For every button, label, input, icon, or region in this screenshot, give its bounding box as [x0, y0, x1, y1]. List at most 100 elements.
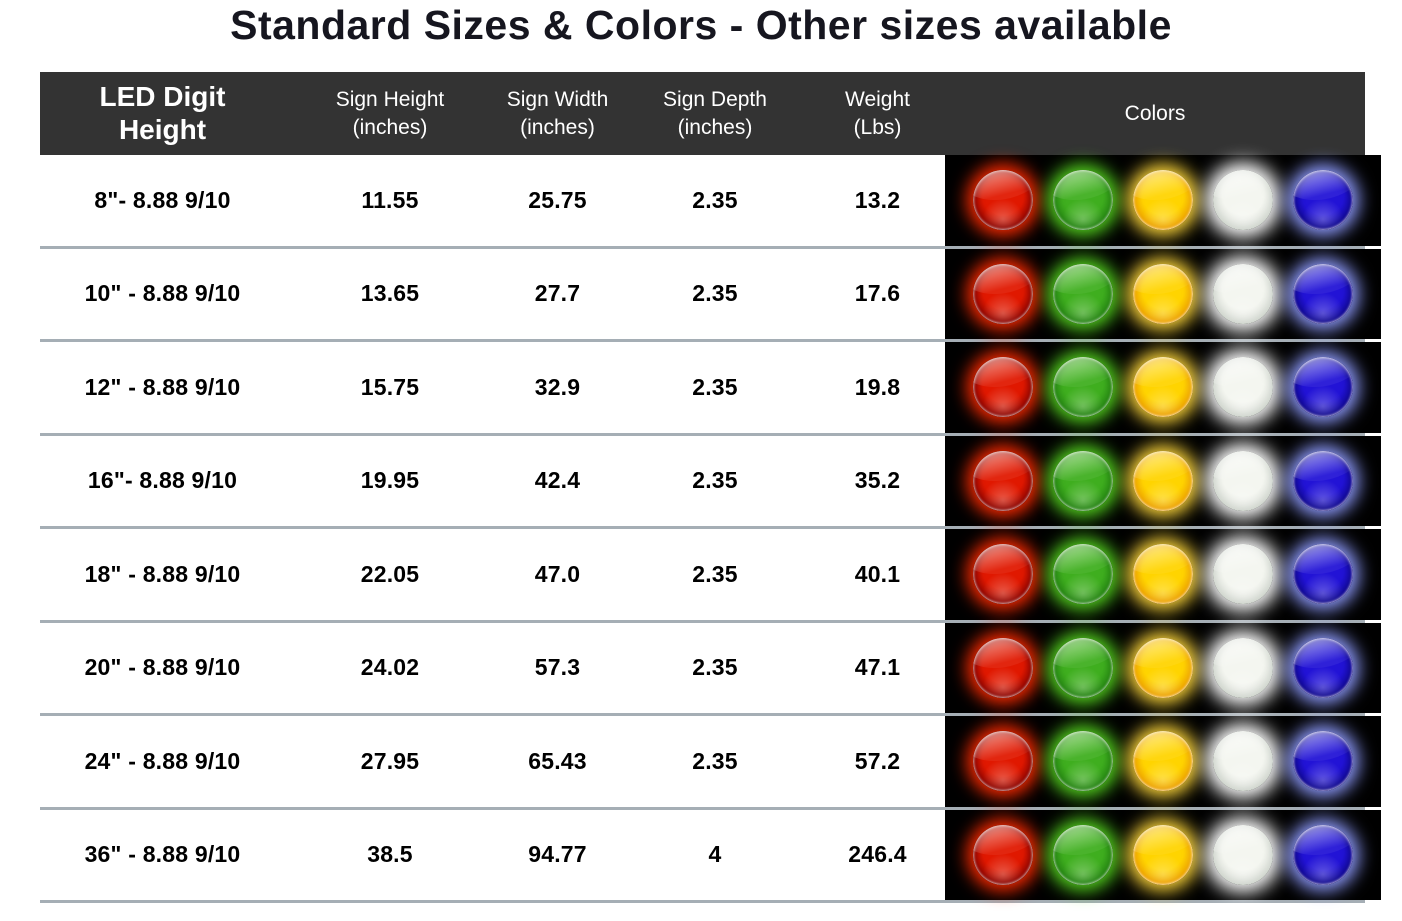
led-digit-height-cell: 36" - 8.88 9/10	[84, 841, 241, 868]
sign-height-cell: 11.55	[361, 186, 419, 213]
sign-depth-cell: 2.35	[692, 467, 738, 494]
led-digit-height-cell: 8"- 8.88 9/10	[94, 186, 231, 213]
sign-width-cell: 47.0	[534, 560, 581, 587]
led-color-green-icon	[1053, 357, 1113, 418]
led-color-blue-icon	[1293, 263, 1353, 324]
led-color-green-icon	[1053, 637, 1113, 698]
led-color-blue-icon	[1293, 824, 1353, 885]
led-color-red-icon	[973, 170, 1033, 231]
weight-cell: 13.2	[854, 186, 901, 213]
weight-cell: 40.1	[854, 560, 901, 587]
led-color-white-icon	[1213, 357, 1273, 418]
led-color-yellow-icon	[1133, 731, 1193, 792]
led-color-yellow-icon	[1133, 824, 1193, 885]
header-unit: (inches)	[352, 115, 428, 139]
sign-depth-cell: 2.35	[692, 654, 738, 681]
led-color-white-icon	[1213, 824, 1273, 885]
sign-height-cell: 38.5	[367, 841, 413, 868]
header-cell-led-digit-height: LED Digit Height	[40, 72, 285, 155]
header-cell-sign-height: Sign Height (inches)	[285, 72, 495, 155]
sign-width-cell: 94.77	[528, 841, 587, 868]
colors-cell	[945, 248, 1381, 339]
sign-height-cell: 19.95	[360, 467, 420, 494]
led-color-white-icon	[1213, 263, 1273, 324]
table-row: 20" - 8.88 9/10 24.02 57.3 2.35 47.1	[40, 619, 1381, 713]
led-color-blue-icon	[1293, 637, 1353, 698]
sizes-table: LED Digit Height Sign Height (inches) Si…	[40, 72, 1381, 903]
sign-height-cell: 22.05	[360, 560, 420, 587]
led-color-blue-icon	[1293, 544, 1353, 605]
led-color-yellow-icon	[1133, 263, 1193, 324]
header-label: Sign Width	[506, 88, 609, 112]
led-color-red-icon	[973, 263, 1033, 324]
colors-cell	[945, 716, 1381, 807]
led-color-yellow-icon	[1133, 170, 1193, 231]
colors-cell	[945, 342, 1381, 433]
header-label: Weight	[845, 88, 910, 112]
table-row: 18" - 8.88 9/10 22.05 47.0 2.35 40.1	[40, 526, 1381, 620]
led-color-red-icon	[973, 731, 1033, 792]
led-color-green-icon	[1053, 731, 1113, 792]
led-color-red-icon	[973, 450, 1033, 511]
led-digit-height-cell: 18" - 8.88 9/10	[84, 560, 241, 587]
colors-cell	[945, 622, 1381, 713]
table-body: 8"- 8.88 9/10 11.55 25.75 2.35 13.2 10" …	[40, 155, 1381, 903]
led-color-red-icon	[973, 637, 1033, 698]
led-color-blue-icon	[1293, 170, 1353, 231]
sign-height-cell: 27.95	[360, 747, 420, 774]
table-row: 16"- 8.88 9/10 19.95 42.4 2.35 35.2	[40, 432, 1381, 526]
led-color-yellow-icon	[1133, 637, 1193, 698]
sign-height-cell: 15.75	[360, 373, 420, 400]
led-digit-height-cell: 24" - 8.88 9/10	[84, 747, 241, 774]
led-color-green-icon	[1053, 263, 1113, 324]
led-digit-height-cell: 16"- 8.88 9/10	[87, 467, 238, 494]
header-unit: (inches)	[677, 115, 753, 139]
led-color-blue-icon	[1293, 357, 1353, 418]
table-row: 10" - 8.88 9/10 13.65 27.7 2.35 17.6	[40, 245, 1381, 339]
led-color-yellow-icon	[1133, 450, 1193, 511]
led-color-red-icon	[973, 544, 1033, 605]
led-color-white-icon	[1213, 544, 1273, 605]
header-unit: (Lbs)	[853, 115, 902, 139]
sign-depth-cell: 2.35	[692, 280, 738, 307]
weight-cell: 246.4	[848, 841, 907, 868]
led-digit-height-cell: 20" - 8.88 9/10	[84, 654, 241, 681]
sign-depth-cell: 2.35	[692, 186, 738, 213]
weight-cell: 17.6	[854, 280, 901, 307]
weight-cell: 47.1	[854, 654, 901, 681]
sign-width-cell: 27.7	[534, 280, 581, 307]
led-color-red-icon	[973, 357, 1033, 418]
table-row: 36" - 8.88 9/10 38.5 94.77 4 246.4	[40, 806, 1381, 900]
sign-width-cell: 65.43	[528, 747, 587, 774]
sign-height-cell: 24.02	[360, 654, 420, 681]
sign-height-cell: 13.65	[360, 280, 420, 307]
header-label: LED Digit Height	[99, 81, 226, 145]
sign-width-cell: 25.75	[528, 186, 587, 213]
led-color-white-icon	[1213, 731, 1273, 792]
colors-cell	[945, 155, 1381, 246]
header-label: Colors	[1124, 101, 1186, 125]
table-row: 8"- 8.88 9/10 11.55 25.75 2.35 13.2	[40, 155, 1381, 246]
sign-depth-cell: 2.35	[692, 560, 738, 587]
led-color-green-icon	[1053, 824, 1113, 885]
sign-width-cell: 42.4	[534, 467, 581, 494]
led-color-yellow-icon	[1133, 544, 1193, 605]
led-color-green-icon	[1053, 170, 1113, 231]
header-cell-colors: Colors	[945, 72, 1365, 155]
header-cell-sign-width: Sign Width (inches)	[495, 72, 620, 155]
page-title: Standard Sizes & Colors - Other sizes av…	[230, 2, 1172, 48]
header-label: Sign Height	[335, 88, 445, 112]
led-color-red-icon	[973, 824, 1033, 885]
led-color-green-icon	[1053, 544, 1113, 605]
sign-depth-cell: 2.35	[692, 373, 738, 400]
weight-cell: 19.8	[854, 373, 901, 400]
led-color-white-icon	[1213, 637, 1273, 698]
sign-width-cell: 32.9	[534, 373, 581, 400]
table-row: 24" - 8.88 9/10 27.95 65.43 2.35 57.2	[40, 713, 1381, 807]
table-row: 12" - 8.88 9/10 15.75 32.9 2.35 19.8	[40, 339, 1381, 433]
led-color-blue-icon	[1293, 450, 1353, 511]
led-color-blue-icon	[1293, 731, 1353, 792]
led-digit-height-cell: 10" - 8.88 9/10	[84, 280, 241, 307]
colors-cell	[945, 435, 1381, 526]
